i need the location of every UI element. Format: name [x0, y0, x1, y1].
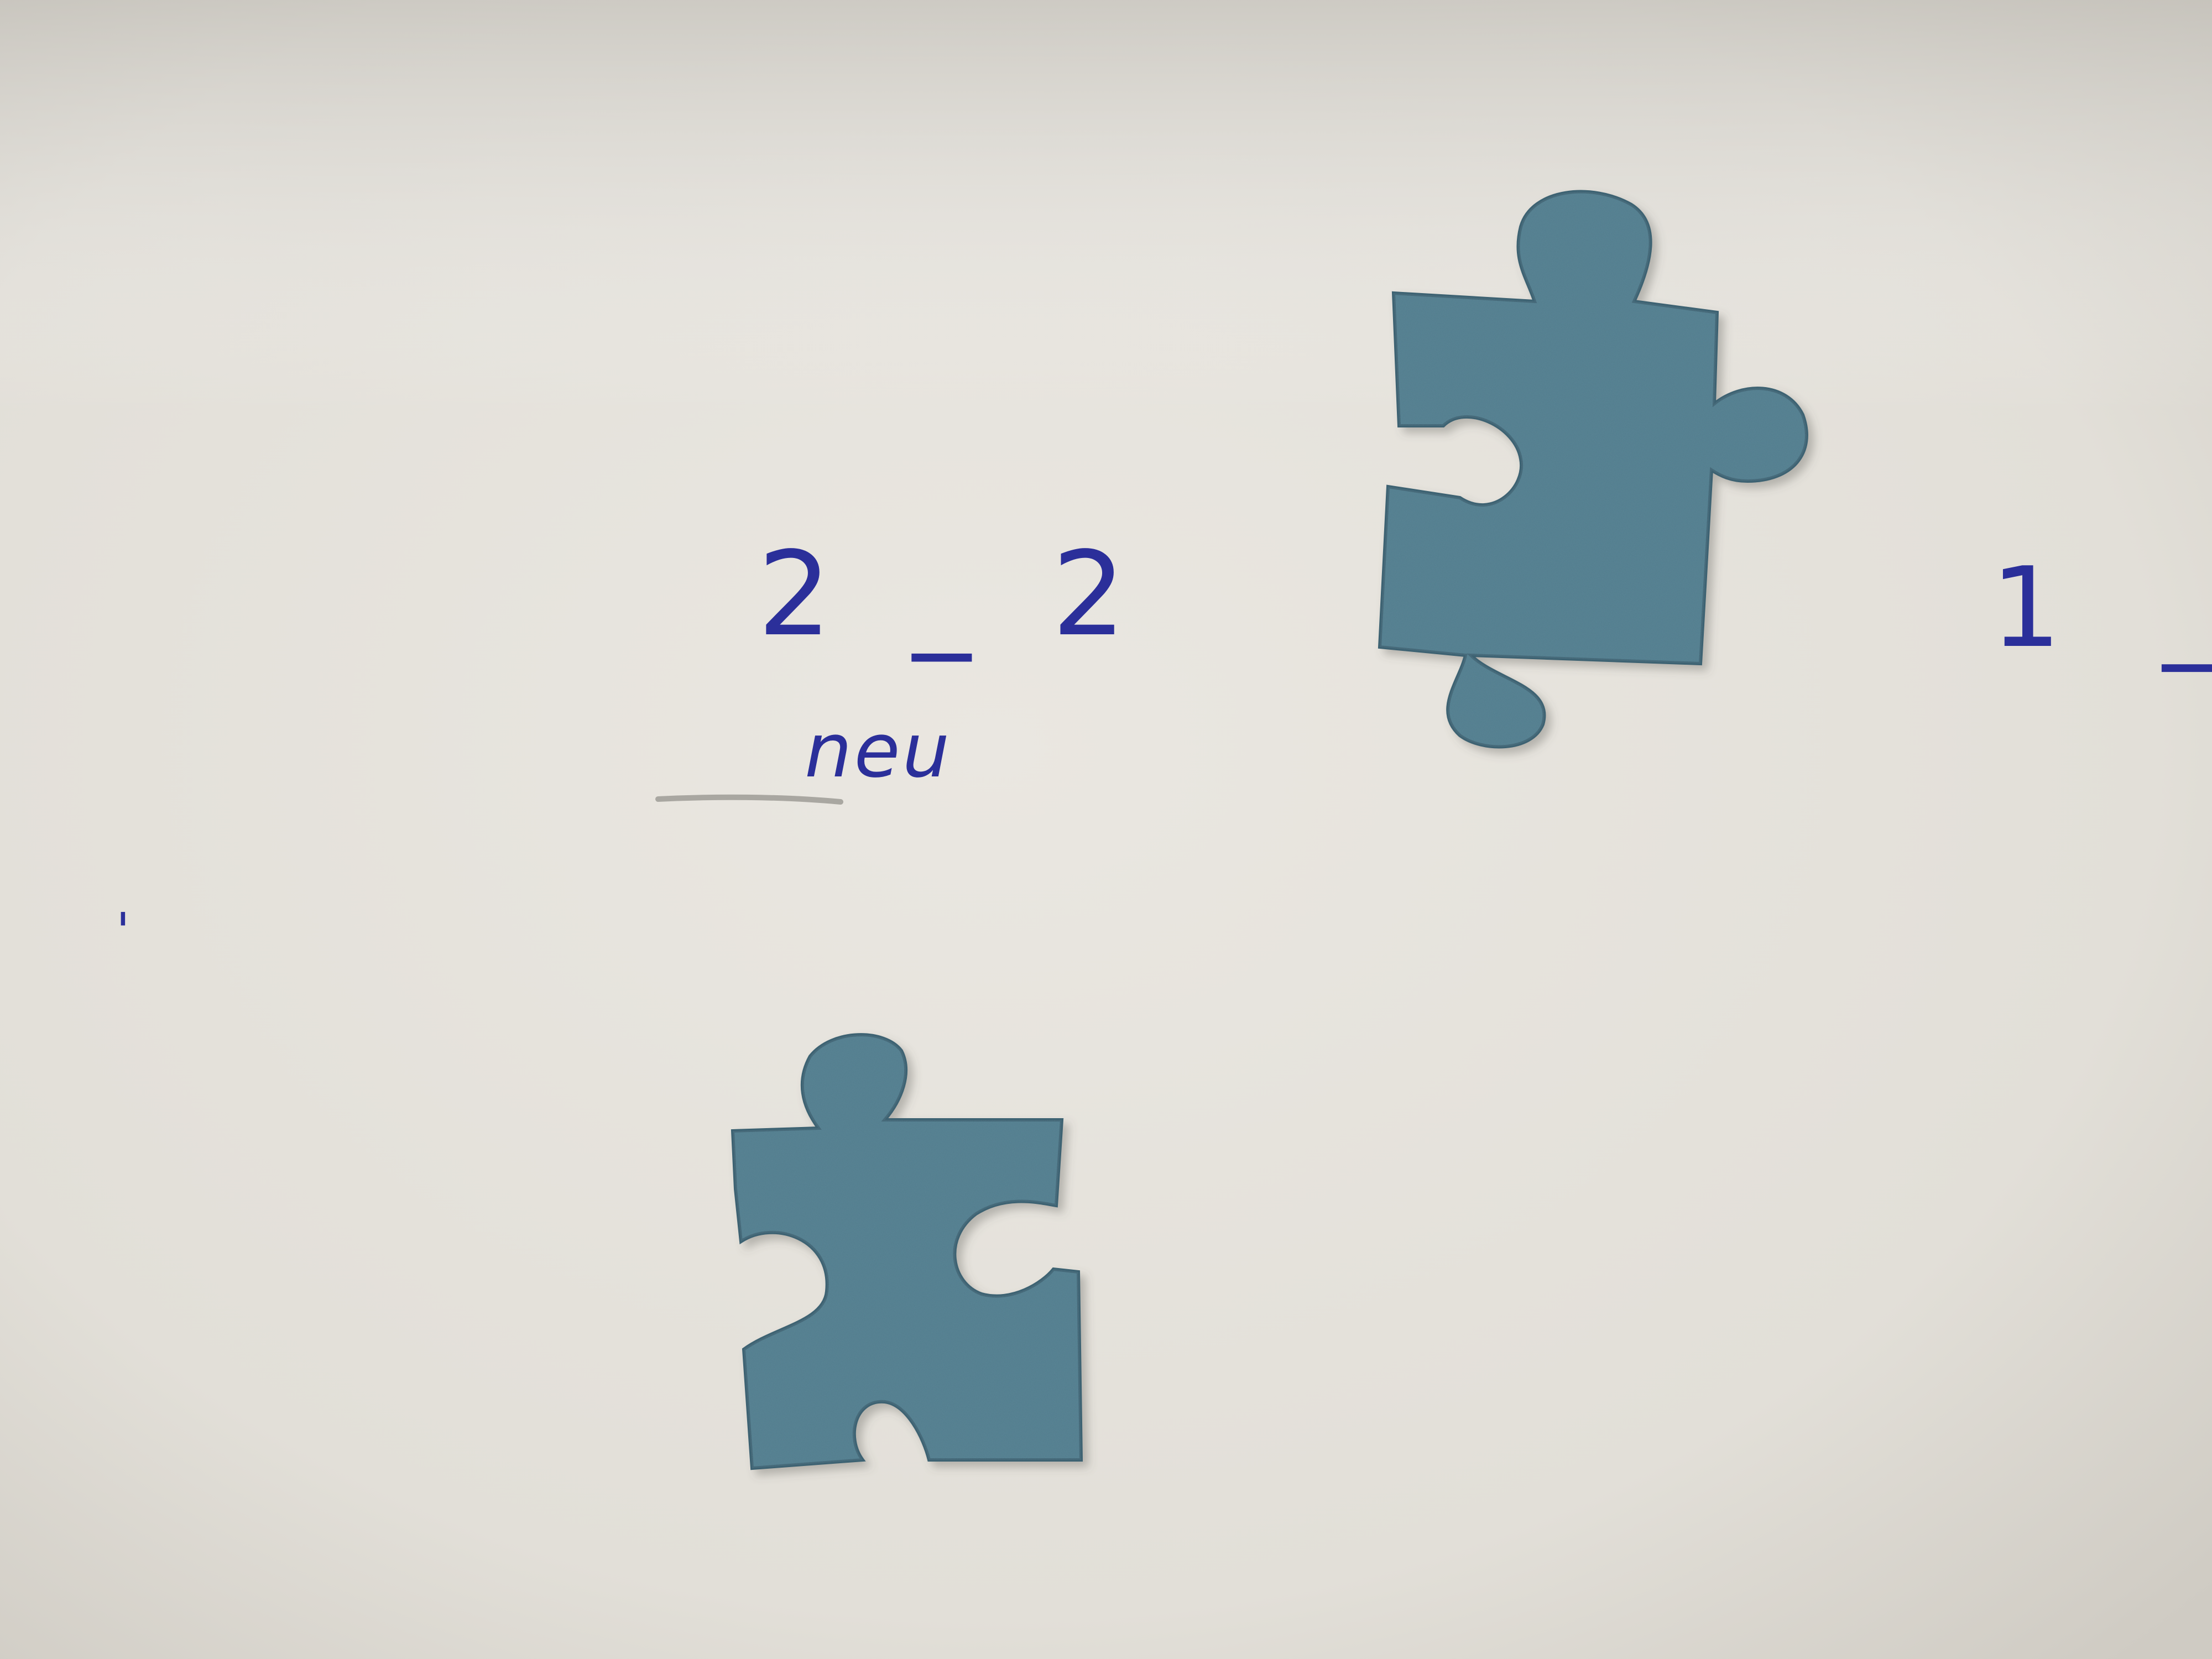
pencil-stroke: [655, 794, 843, 805]
stray-ink-mark: ': [116, 902, 130, 961]
handwritten-label-1: 1 _: [1991, 544, 2212, 672]
handwritten-note-neu: neu: [805, 707, 952, 794]
handwritten-label-2-2: 2 _ 2: [758, 526, 1148, 662]
puzzle-piece-upper-right: [1378, 190, 1808, 749]
puzzle-piece-lower-left: [731, 1033, 1083, 1470]
